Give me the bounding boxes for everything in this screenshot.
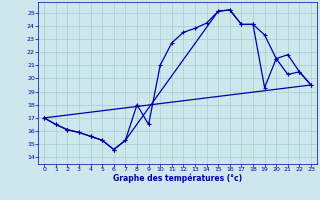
X-axis label: Graphe des températures (°c): Graphe des températures (°c) bbox=[113, 174, 242, 183]
